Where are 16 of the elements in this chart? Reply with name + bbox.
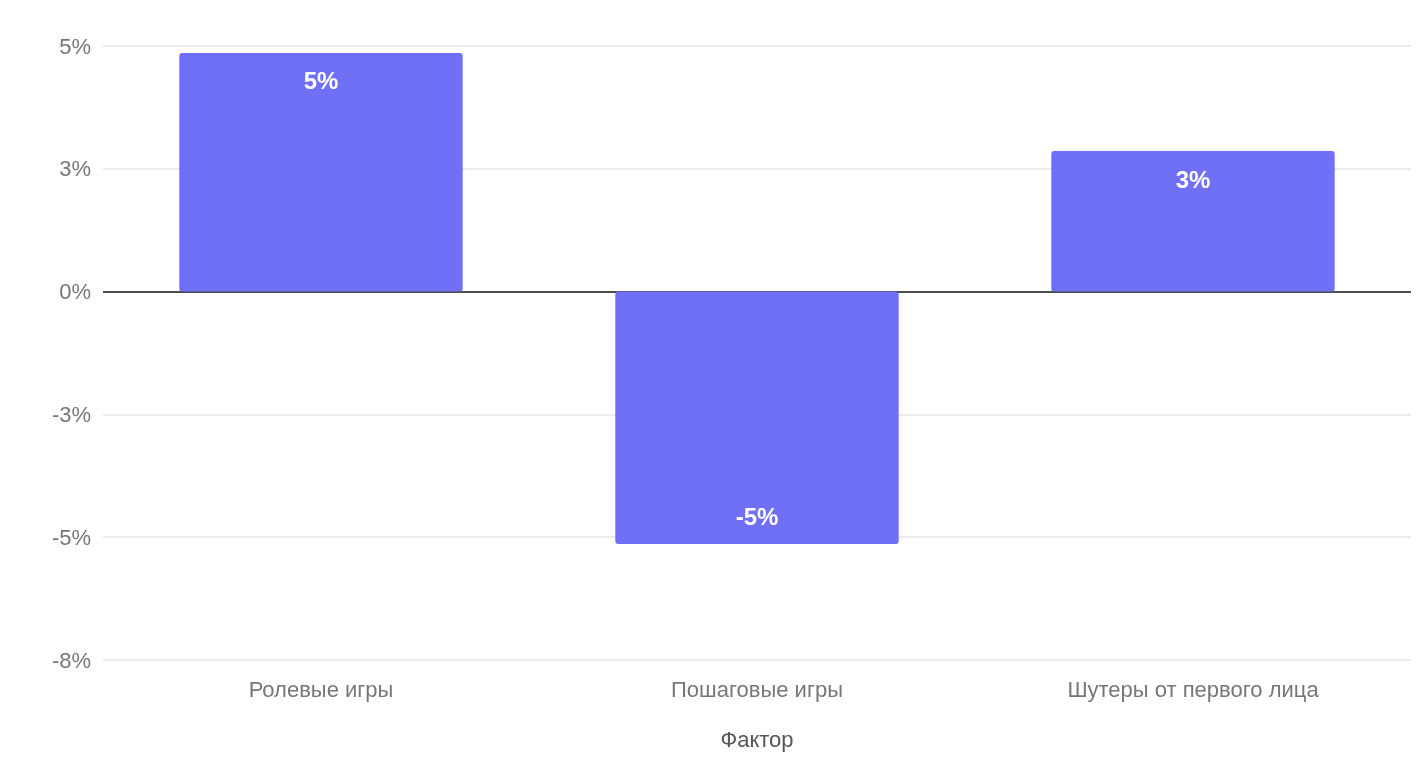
y-tick-label: -5% (51, 524, 91, 550)
y-tick-label: -3% (51, 401, 91, 427)
y-tick-label: 3% (59, 156, 91, 182)
data-label: 3% (1175, 165, 1211, 193)
x-tick-label: Пошаговые игры (671, 676, 843, 702)
data-label: -5% (735, 502, 779, 530)
bar (1051, 151, 1335, 292)
y-tick-label: -8% (51, 647, 91, 673)
y-tick-label: 5% (59, 33, 91, 59)
x-tick-label: Шутеры от первого лица (1067, 676, 1320, 702)
x-axis-title: Фактор (720, 726, 794, 752)
bar (179, 52, 463, 292)
x-tick-label: Ролевые игры (248, 676, 394, 702)
y-tick-label: 0% (59, 279, 91, 305)
data-label: 5% (303, 67, 339, 95)
bar (615, 291, 899, 545)
